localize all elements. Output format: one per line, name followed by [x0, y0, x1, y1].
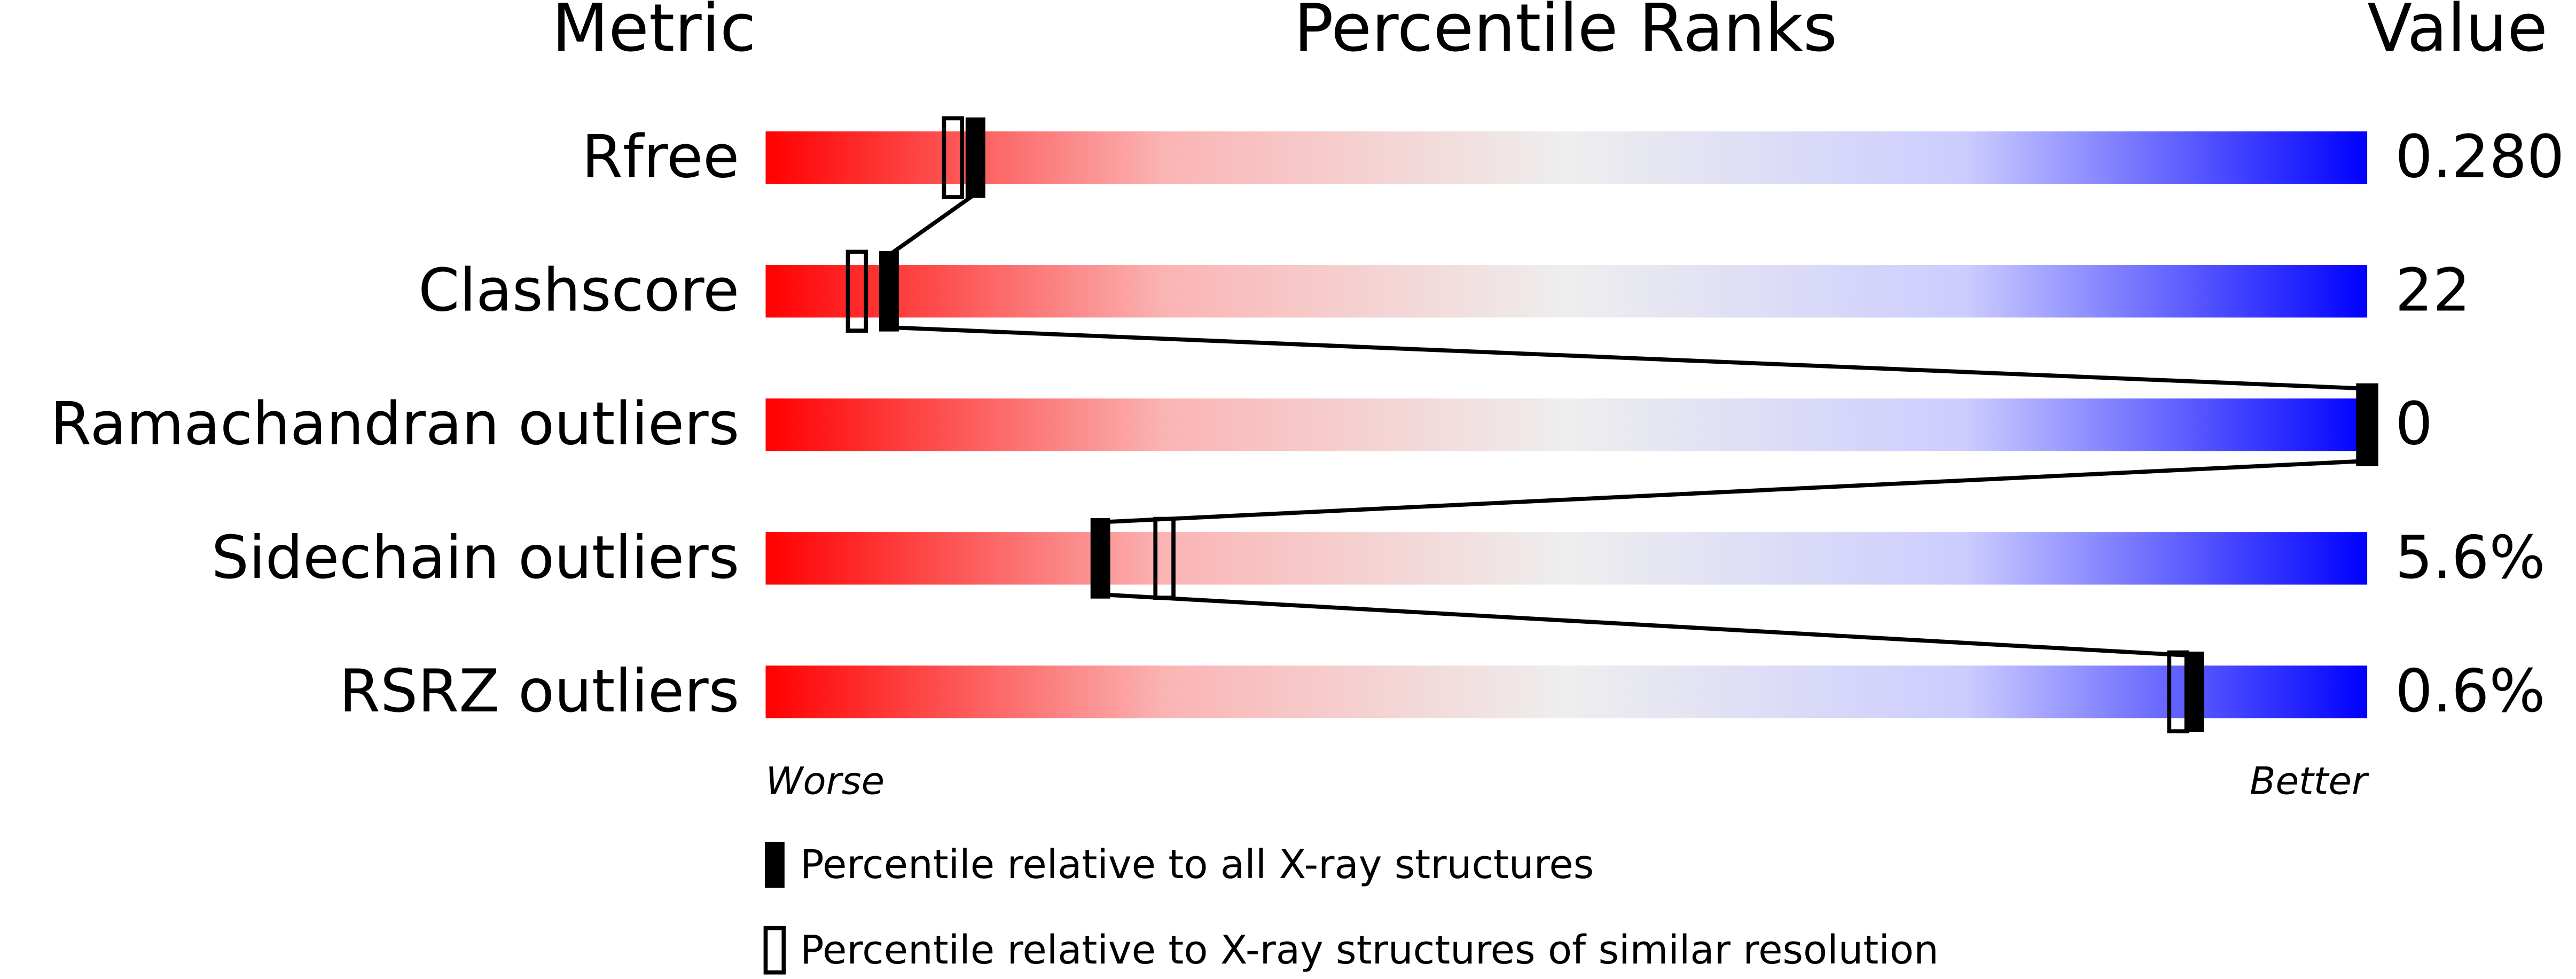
better-label: Better	[2250, 759, 2369, 803]
connector-line	[889, 325, 2368, 391]
relative-marker	[845, 249, 868, 333]
metric-value: 5.6%	[2395, 523, 2545, 592]
worse-label: Worse	[765, 759, 884, 803]
legend-label: Percentile relative to all X-ray structu…	[800, 842, 1594, 888]
absolute-marker	[2184, 652, 2204, 732]
absolute-marker	[879, 250, 899, 332]
header: Value	[2367, 0, 2548, 67]
metric-label: Sidechain outliers	[212, 523, 740, 592]
percentile-bar	[765, 532, 2368, 585]
metric-value: 0.6%	[2395, 657, 2545, 726]
metric-label: RSRZ outliers	[339, 657, 739, 726]
connector-line	[1100, 592, 2195, 658]
legend-swatch	[764, 842, 785, 888]
metric-label: Ramachandran outliers	[50, 390, 739, 459]
percentile-bar	[765, 131, 2368, 184]
percentile-bar	[765, 398, 2368, 451]
relative-marker	[942, 116, 965, 199]
metric-label: Clashscore	[418, 256, 739, 325]
metric-value: 22	[2395, 256, 2470, 325]
percentile-bar	[765, 665, 2368, 718]
legend-label: Percentile relative to X-ray structures …	[800, 927, 1939, 973]
absolute-marker	[1090, 518, 1110, 599]
header: Percentile Ranks	[1294, 0, 1837, 67]
metric-value: 0.280	[2395, 123, 2564, 192]
header: Metric	[552, 0, 756, 67]
legend-swatch	[763, 926, 786, 975]
absolute-marker	[965, 117, 985, 198]
connector-line	[888, 192, 977, 257]
connector-line	[1100, 459, 2368, 524]
metric-value: 0	[2395, 390, 2432, 459]
metric-label: Rfree	[582, 123, 739, 192]
percentile-bar	[765, 265, 2368, 318]
relative-marker	[1153, 516, 1176, 600]
absolute-marker	[2357, 384, 2377, 465]
